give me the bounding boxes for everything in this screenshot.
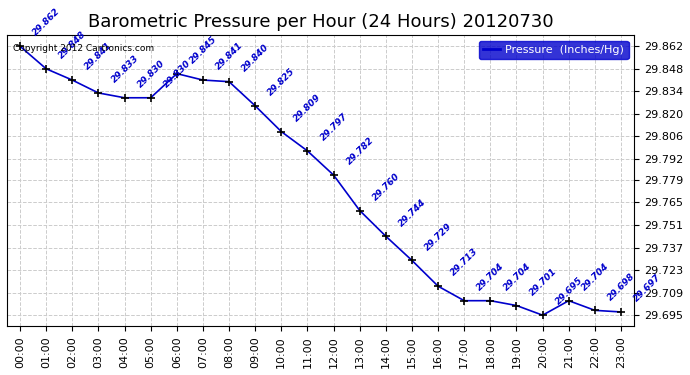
Text: 29.744: 29.744 bbox=[397, 197, 428, 228]
Text: 29.713: 29.713 bbox=[449, 247, 480, 278]
Text: 29.729: 29.729 bbox=[423, 221, 454, 252]
Text: 29.701: 29.701 bbox=[528, 266, 558, 297]
Text: 29.695: 29.695 bbox=[554, 276, 584, 307]
Text: 29.704: 29.704 bbox=[475, 261, 506, 292]
Text: Copyright 2012 Cartronics.com: Copyright 2012 Cartronics.com bbox=[13, 44, 155, 53]
Text: 29.845: 29.845 bbox=[188, 34, 219, 65]
Text: 29.862: 29.862 bbox=[31, 7, 62, 38]
Text: 29.830: 29.830 bbox=[136, 58, 166, 89]
Text: 29.848: 29.848 bbox=[57, 30, 88, 60]
Title: Barometric Pressure per Hour (24 Hours) 20120730: Barometric Pressure per Hour (24 Hours) … bbox=[88, 13, 553, 31]
Text: 29.840: 29.840 bbox=[240, 42, 271, 74]
Text: 29.782: 29.782 bbox=[345, 136, 375, 167]
Text: 29.809: 29.809 bbox=[293, 92, 324, 123]
Text: 29.704: 29.704 bbox=[580, 261, 611, 292]
Legend: Pressure  (Inches/Hg): Pressure (Inches/Hg) bbox=[479, 40, 629, 59]
Text: 29.698: 29.698 bbox=[606, 271, 637, 302]
Text: 29.833: 29.833 bbox=[110, 54, 140, 85]
Text: 29.825: 29.825 bbox=[266, 67, 297, 98]
Text: 29.830: 29.830 bbox=[161, 58, 193, 89]
Text: 29.760: 29.760 bbox=[371, 171, 402, 202]
Text: 29.697: 29.697 bbox=[632, 273, 663, 304]
Text: 29.841: 29.841 bbox=[83, 41, 115, 72]
Text: 29.704: 29.704 bbox=[502, 261, 532, 292]
Text: 29.797: 29.797 bbox=[319, 112, 349, 142]
Text: 29.841: 29.841 bbox=[214, 41, 245, 72]
